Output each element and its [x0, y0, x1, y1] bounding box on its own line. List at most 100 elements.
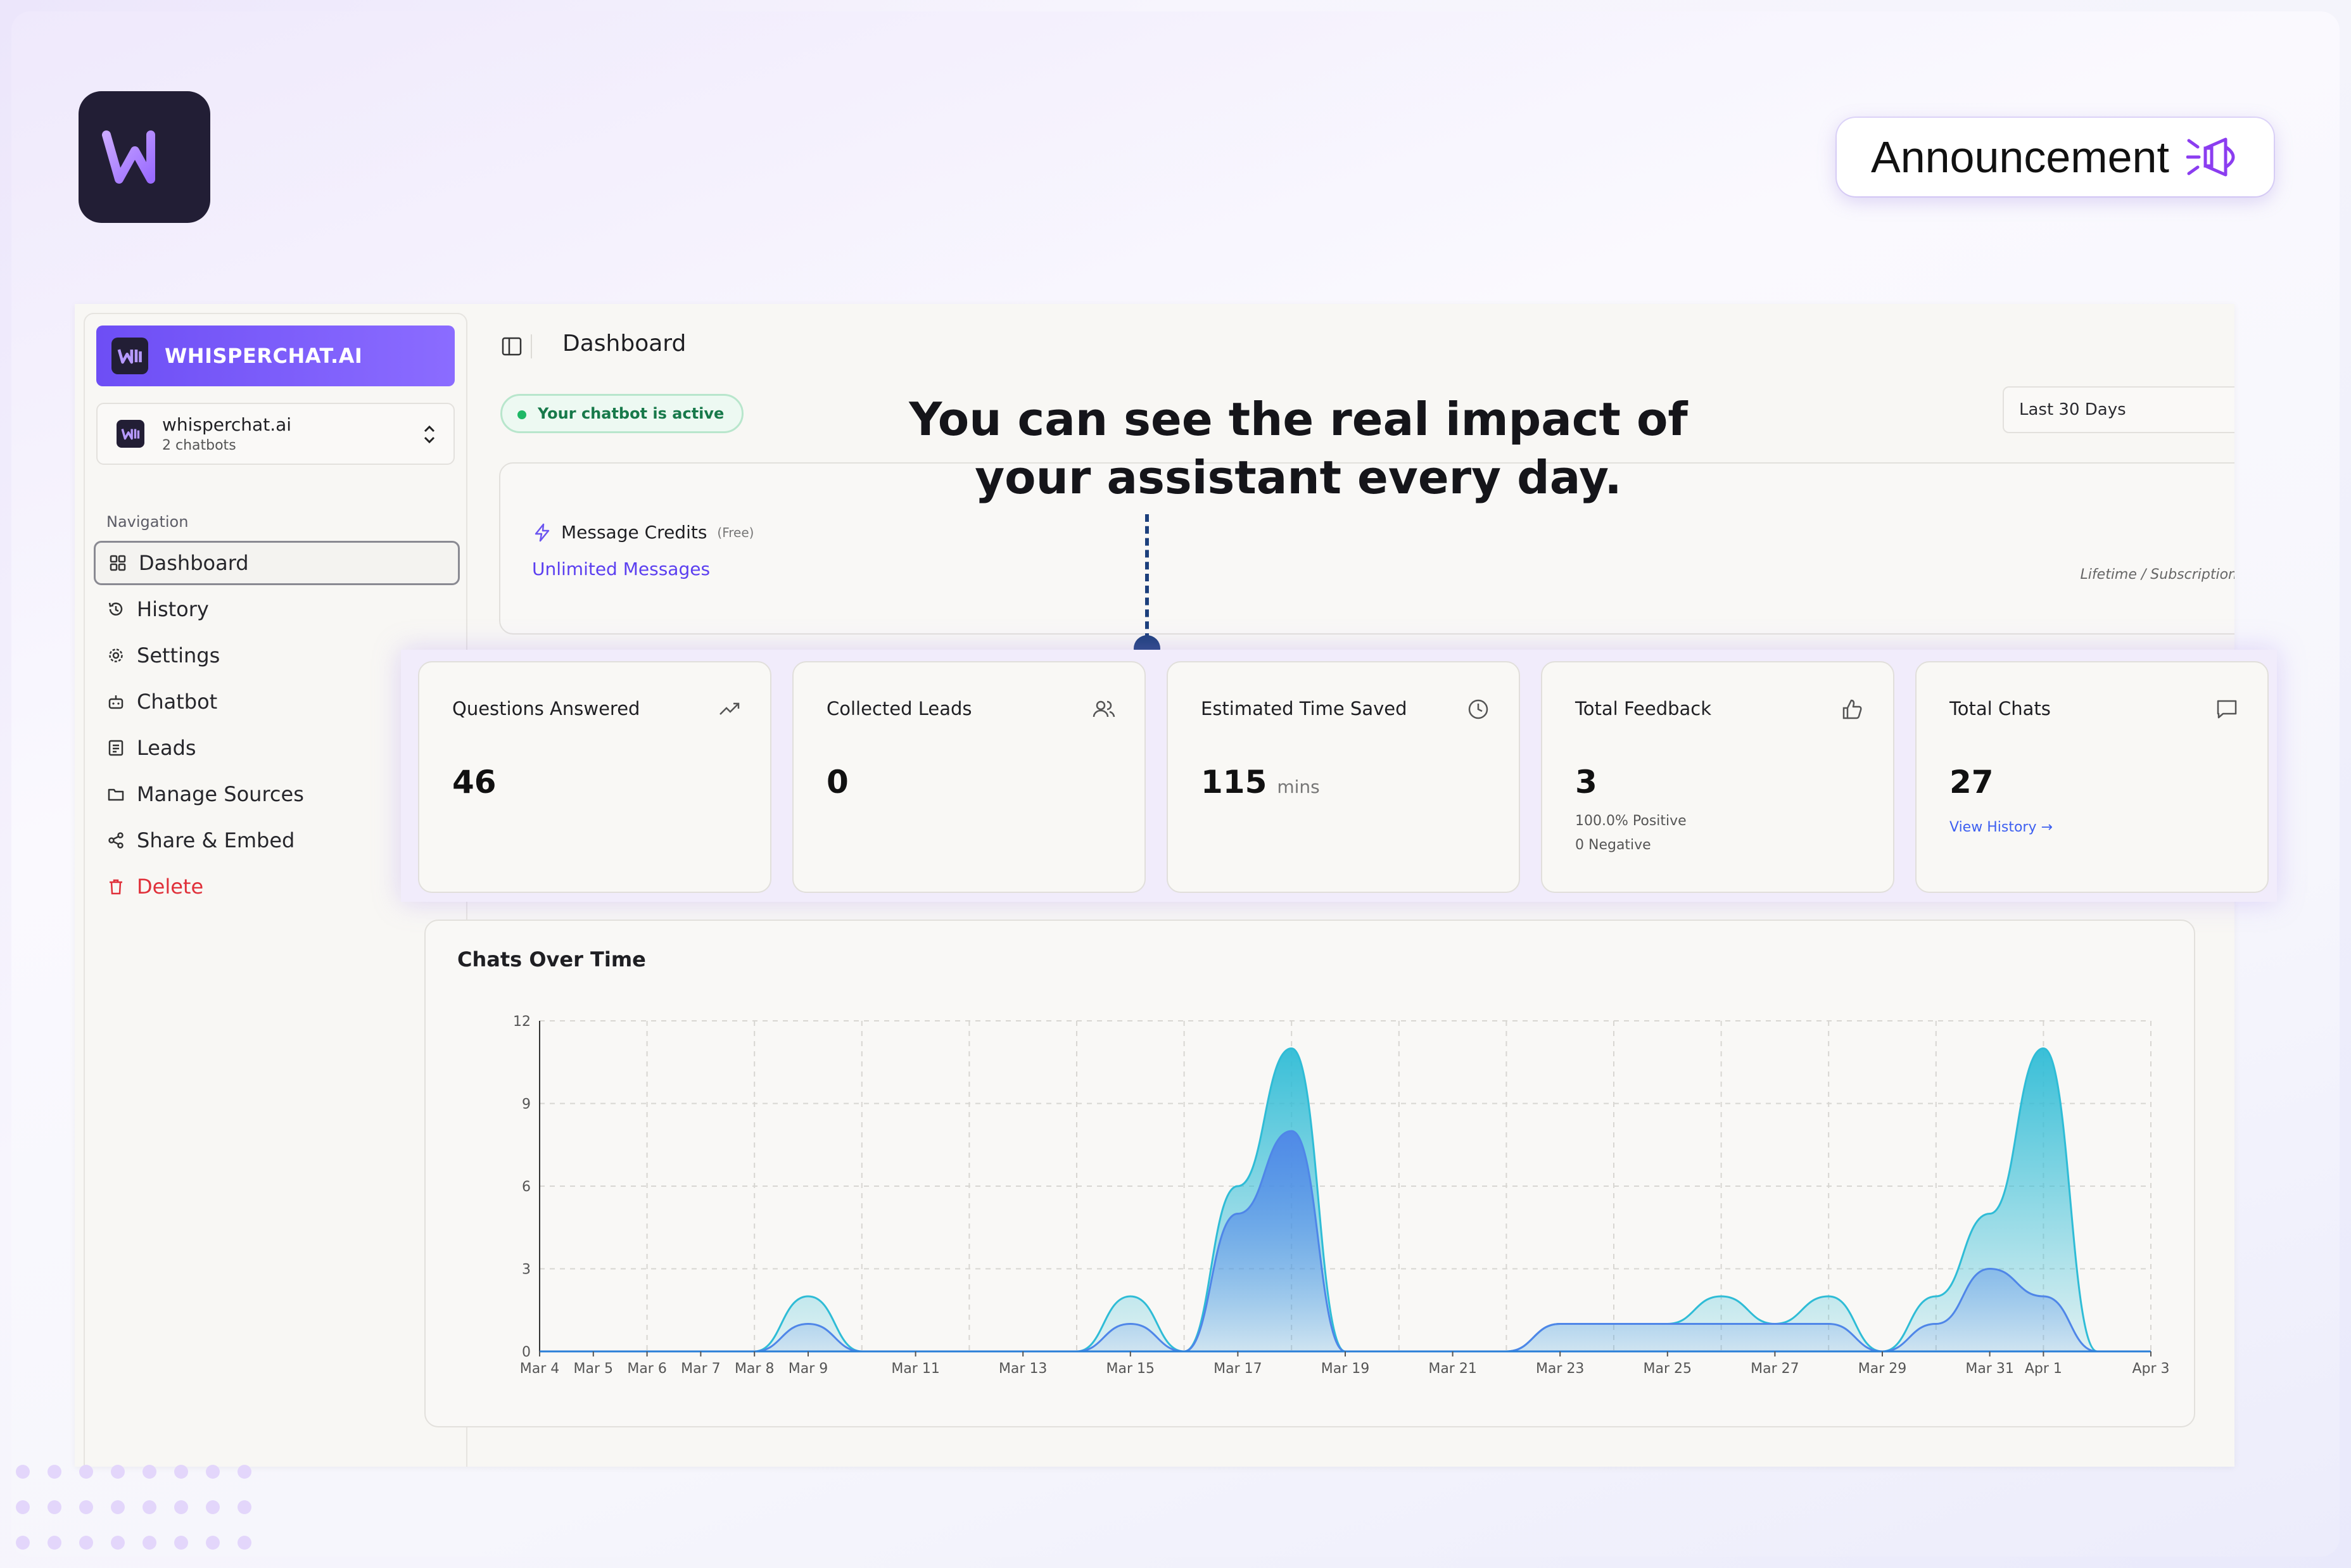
- stat-positive: 100.0% Positive: [1575, 813, 1687, 829]
- list-icon: [106, 738, 125, 757]
- y-tick-label: 12: [513, 1014, 531, 1030]
- stat-value: 115: [1201, 764, 1267, 800]
- y-tick-label: 3: [522, 1262, 531, 1278]
- x-tick-label: Mar 29: [1858, 1361, 1907, 1377]
- clock-icon: [1468, 699, 1488, 719]
- nav-heading: Navigation: [106, 513, 189, 531]
- workspace-name: whisperchat.ai: [162, 414, 292, 435]
- sidebar-item-label: Settings: [137, 643, 220, 667]
- y-tick-label: 6: [522, 1179, 531, 1195]
- sidebar-item-share-embed[interactable]: Share & Embed: [94, 818, 460, 863]
- sidebar-nav: Dashboard History Settings Chatbot Leads…: [94, 541, 460, 911]
- bot-icon: [106, 692, 125, 711]
- stat-value: 27: [1949, 764, 1994, 800]
- message-credits-card: Message Credits (Free) Unlimited Message…: [499, 462, 2234, 635]
- stat-card-total-chats: Total Chats 27 View History →: [1915, 661, 2269, 893]
- callout-pointer: [1145, 514, 1149, 641]
- stat-title: Total Feedback: [1575, 698, 1712, 719]
- sidebar-item-label: Share & Embed: [137, 828, 295, 852]
- sidebar-item-chatbot[interactable]: Chatbot: [94, 680, 460, 724]
- whisperchat-logo: [79, 91, 210, 223]
- x-tick-label: Apr 1: [2025, 1361, 2062, 1377]
- y-tick-label: 0: [522, 1344, 531, 1360]
- x-tick-label: Mar 7: [681, 1361, 721, 1377]
- x-tick-label: Mar 21: [1428, 1361, 1477, 1377]
- brand-name: WHISPERCHAT.AI: [165, 344, 363, 368]
- stat-card-time-saved: Estimated Time Saved 115 mins: [1167, 661, 1520, 893]
- status-badge: Your chatbot is active: [500, 394, 744, 433]
- y-tick-label: 9: [522, 1097, 531, 1113]
- sidebar-item-settings[interactable]: Settings: [94, 633, 460, 678]
- x-tick-label: Mar 31: [1965, 1361, 2014, 1377]
- credits-title: Message Credits: [561, 522, 707, 543]
- date-range-select[interactable]: Last 30 Days: [2003, 386, 2234, 433]
- sidebar-item-dashboard[interactable]: Dashboard: [94, 541, 460, 585]
- stat-title: Total Chats: [1949, 698, 2051, 719]
- page-title: Dashboard: [562, 331, 687, 357]
- history-icon: [106, 600, 125, 619]
- stat-value: 0: [827, 764, 849, 800]
- x-tick-label: Mar 23: [1536, 1361, 1585, 1377]
- topbar-divider: [531, 334, 532, 358]
- stat-title: Collected Leads: [827, 698, 972, 719]
- series-line-0: [540, 1047, 2151, 1353]
- series-area-0: [540, 1048, 2151, 1351]
- stat-unit: mins: [1277, 776, 1320, 797]
- credits-value: Unlimited Messages: [532, 559, 711, 579]
- stat-value: 46: [452, 764, 497, 800]
- brand-header[interactable]: WHISPERCHAT.AI: [96, 326, 455, 386]
- stat-value-row: 115 mins: [1201, 764, 1320, 800]
- status-dot: [517, 410, 526, 419]
- x-tick-label: Mar 8: [735, 1361, 775, 1377]
- callout-line-2: your assistant every day.: [975, 451, 1622, 504]
- trending-up-icon: [719, 702, 740, 715]
- callout-heading: You can see the real impact of your assi…: [906, 390, 1691, 507]
- workspace-switcher[interactable]: whisperchat.ai 2 chatbots: [96, 403, 455, 465]
- sidebar-item-label: History: [137, 597, 209, 621]
- series-area-1: [540, 1131, 2151, 1351]
- chevron-up-down-icon: [424, 425, 435, 444]
- view-history-link[interactable]: View History →: [1949, 819, 2053, 835]
- brand-logo-icon: [111, 338, 148, 374]
- x-tick-label: Mar 17: [1214, 1361, 1262, 1377]
- stat-title: Questions Answered: [452, 698, 640, 719]
- stat-card-leads: Collected Leads 0: [792, 661, 1146, 893]
- sidebar-item-label: Chatbot: [137, 690, 218, 714]
- sidebar-item-label: Leads: [137, 736, 196, 760]
- stat-title: Estimated Time Saved: [1201, 698, 1407, 719]
- callout-line-1: You can see the real impact of: [909, 393, 1688, 446]
- x-tick-label: Mar 27: [1751, 1361, 1799, 1377]
- sidebar-toggle-icon[interactable]: [502, 337, 522, 356]
- announcement-button[interactable]: Announcement: [1837, 118, 2274, 196]
- series-line-1: [540, 1130, 2151, 1353]
- message-square-icon: [2217, 700, 2237, 719]
- stat-card-questions: Questions Answered 46: [418, 661, 771, 893]
- sidebar-item-label: Manage Sources: [137, 782, 304, 806]
- status-text: Your chatbot is active: [538, 405, 725, 422]
- sidebar-item-delete[interactable]: Delete: [94, 864, 460, 909]
- gear-icon: [106, 646, 125, 665]
- sidebar-item-history[interactable]: History: [94, 587, 460, 631]
- folder-icon: [106, 785, 125, 804]
- chart-title: Chats Over Time: [457, 947, 646, 971]
- stat-value: 3: [1575, 764, 1597, 800]
- date-range-value: Last 30 Days: [2019, 400, 2126, 419]
- share-icon: [106, 831, 125, 850]
- decorative-dots: [16, 1465, 251, 1550]
- x-tick-label: Mar 15: [1106, 1361, 1155, 1377]
- credits-note: Lifetime / Subscription: [2080, 567, 2234, 583]
- x-tick-label: Mar 13: [999, 1361, 1048, 1377]
- lightning-icon: [535, 523, 550, 541]
- announcement-label: Announcement: [1871, 132, 2169, 182]
- x-tick-label: Mar 5: [574, 1361, 614, 1377]
- chats-over-time-chart: 0 3 6 9 12 Mar 4 Mar 5 Mar 6 Mar 7 Mar 8 Mar 9 Mar …: [513, 1014, 2170, 1377]
- stat-card-feedback: Total Feedback 3 100.0% Positive 0 Negat…: [1541, 661, 1894, 893]
- credits-plan: (Free): [717, 524, 754, 540]
- users-icon: [1093, 700, 1115, 718]
- x-tick-label: Mar 25: [1644, 1361, 1692, 1377]
- workspace-count: 2 chatbots: [162, 438, 236, 453]
- megaphone-icon: [2186, 137, 2235, 177]
- sidebar-item-manage-sources[interactable]: Manage Sources: [94, 772, 460, 816]
- x-tick-label: Apr 3: [2132, 1361, 2169, 1377]
- credits-title-row: Message Credits (Free): [532, 522, 754, 543]
